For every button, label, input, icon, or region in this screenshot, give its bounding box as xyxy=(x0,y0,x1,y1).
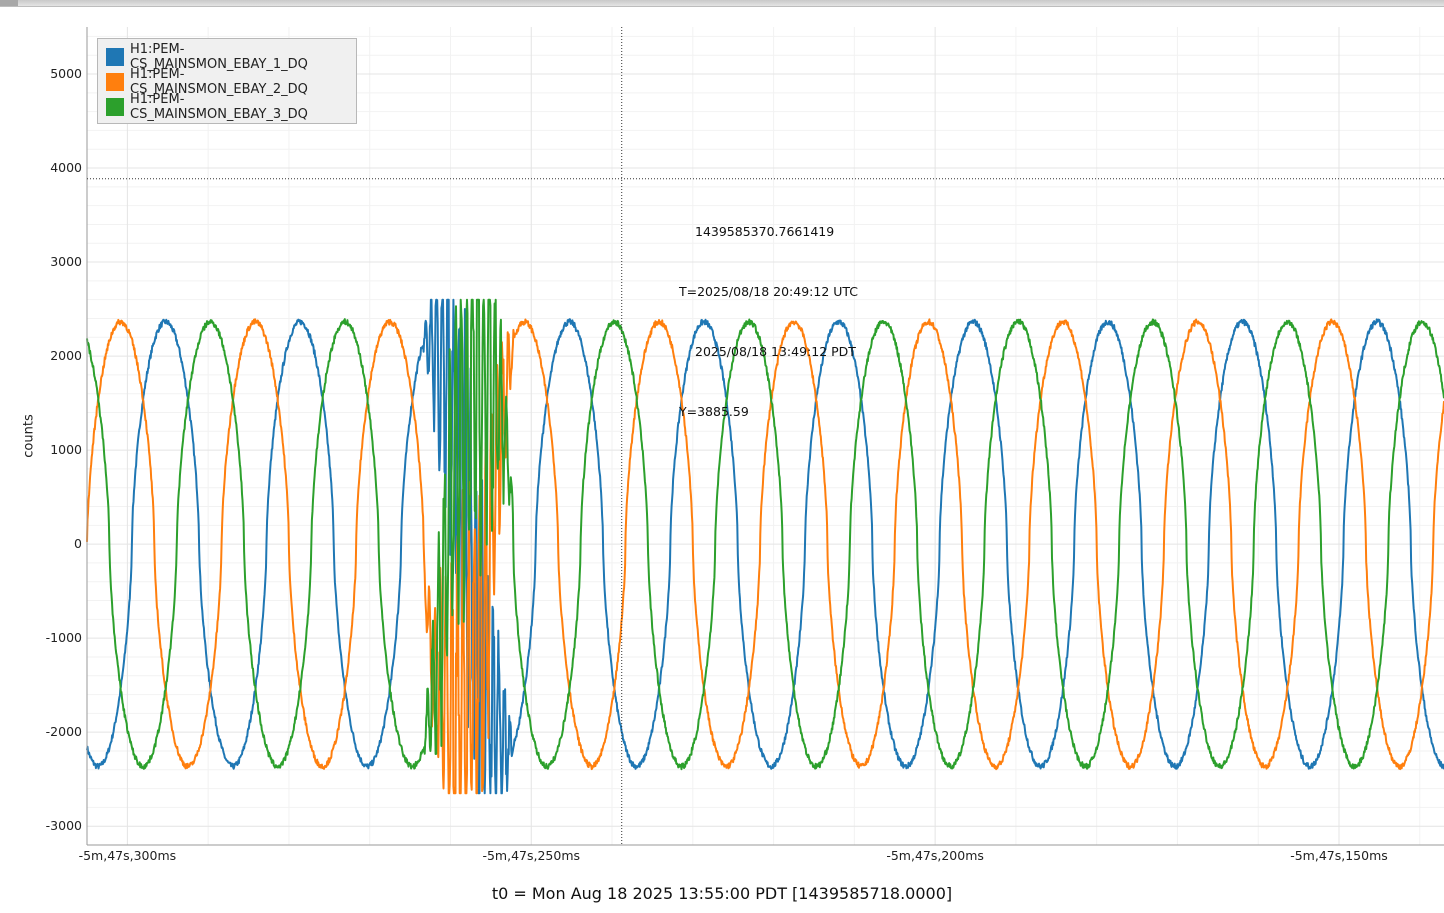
series-line xyxy=(86,318,1444,795)
y-tick-label: -3000 xyxy=(46,818,82,833)
plot-area xyxy=(87,27,1444,845)
legend-swatch xyxy=(106,47,124,66)
y-tick-label: 5000 xyxy=(50,66,82,81)
legend-label: H1:PEM-CS_MAINSMON_EBAY_2_DQ xyxy=(130,66,308,97)
legend-item: H1:PEM-CS_MAINSMON_EBAY_3_DQ xyxy=(106,91,356,122)
crosshair-readout: 1439585370.7661419 T=2025/08/18 20:49:12… xyxy=(679,182,858,442)
legend: H1:PEM-CS_MAINSMON_EBAY_1_DQ H1:PEM-CS_M… xyxy=(97,38,357,124)
cursor-y-value: 3885.59 xyxy=(697,404,749,419)
cursor-t-prefix: T= xyxy=(679,284,698,299)
y-tick-label: 3000 xyxy=(50,254,82,269)
y-tick-label: -1000 xyxy=(46,630,82,645)
legend-item: H1:PEM-CS_MAINSMON_EBAY_2_DQ xyxy=(106,66,356,97)
y-tick-label: 4000 xyxy=(50,160,82,175)
x-axis-label: t0 = Mon Aug 18 2025 13:55:00 PDT [14395… xyxy=(491,884,953,903)
y-tick-label: 1000 xyxy=(50,442,82,457)
cursor-gps: 1439585370.7661419 xyxy=(695,224,835,239)
series-line xyxy=(86,298,1444,795)
legend-item: H1:PEM-CS_MAINSMON_EBAY_1_DQ xyxy=(106,41,356,72)
y-tick-label: -2000 xyxy=(46,724,82,739)
x-tick-label: -5m,47s,250ms xyxy=(482,848,580,863)
cursor-utc: 2025/08/18 20:49:12 UTC xyxy=(697,284,859,299)
y-axis-label: counts xyxy=(21,414,37,458)
x-tick-label: -5m,47s,200ms xyxy=(886,848,984,863)
y-tick-label: 2000 xyxy=(50,348,82,363)
window-handle[interactable] xyxy=(0,0,18,6)
x-tick-label: -5m,47s,300ms xyxy=(79,848,177,863)
window-top-bar xyxy=(0,0,1444,7)
legend-swatch xyxy=(106,72,124,91)
legend-swatch xyxy=(106,97,124,116)
cursor-y-prefix: Y= xyxy=(679,404,698,419)
x-tick-label: -5m,47s,150ms xyxy=(1290,848,1388,863)
legend-label: H1:PEM-CS_MAINSMON_EBAY_1_DQ xyxy=(130,41,308,72)
y-tick-label: 0 xyxy=(74,536,82,551)
cursor-local: 2025/08/18 13:49:12 PDT xyxy=(695,344,856,359)
series-line xyxy=(86,298,1444,771)
legend-label: H1:PEM-CS_MAINSMON_EBAY_3_DQ xyxy=(130,91,308,122)
